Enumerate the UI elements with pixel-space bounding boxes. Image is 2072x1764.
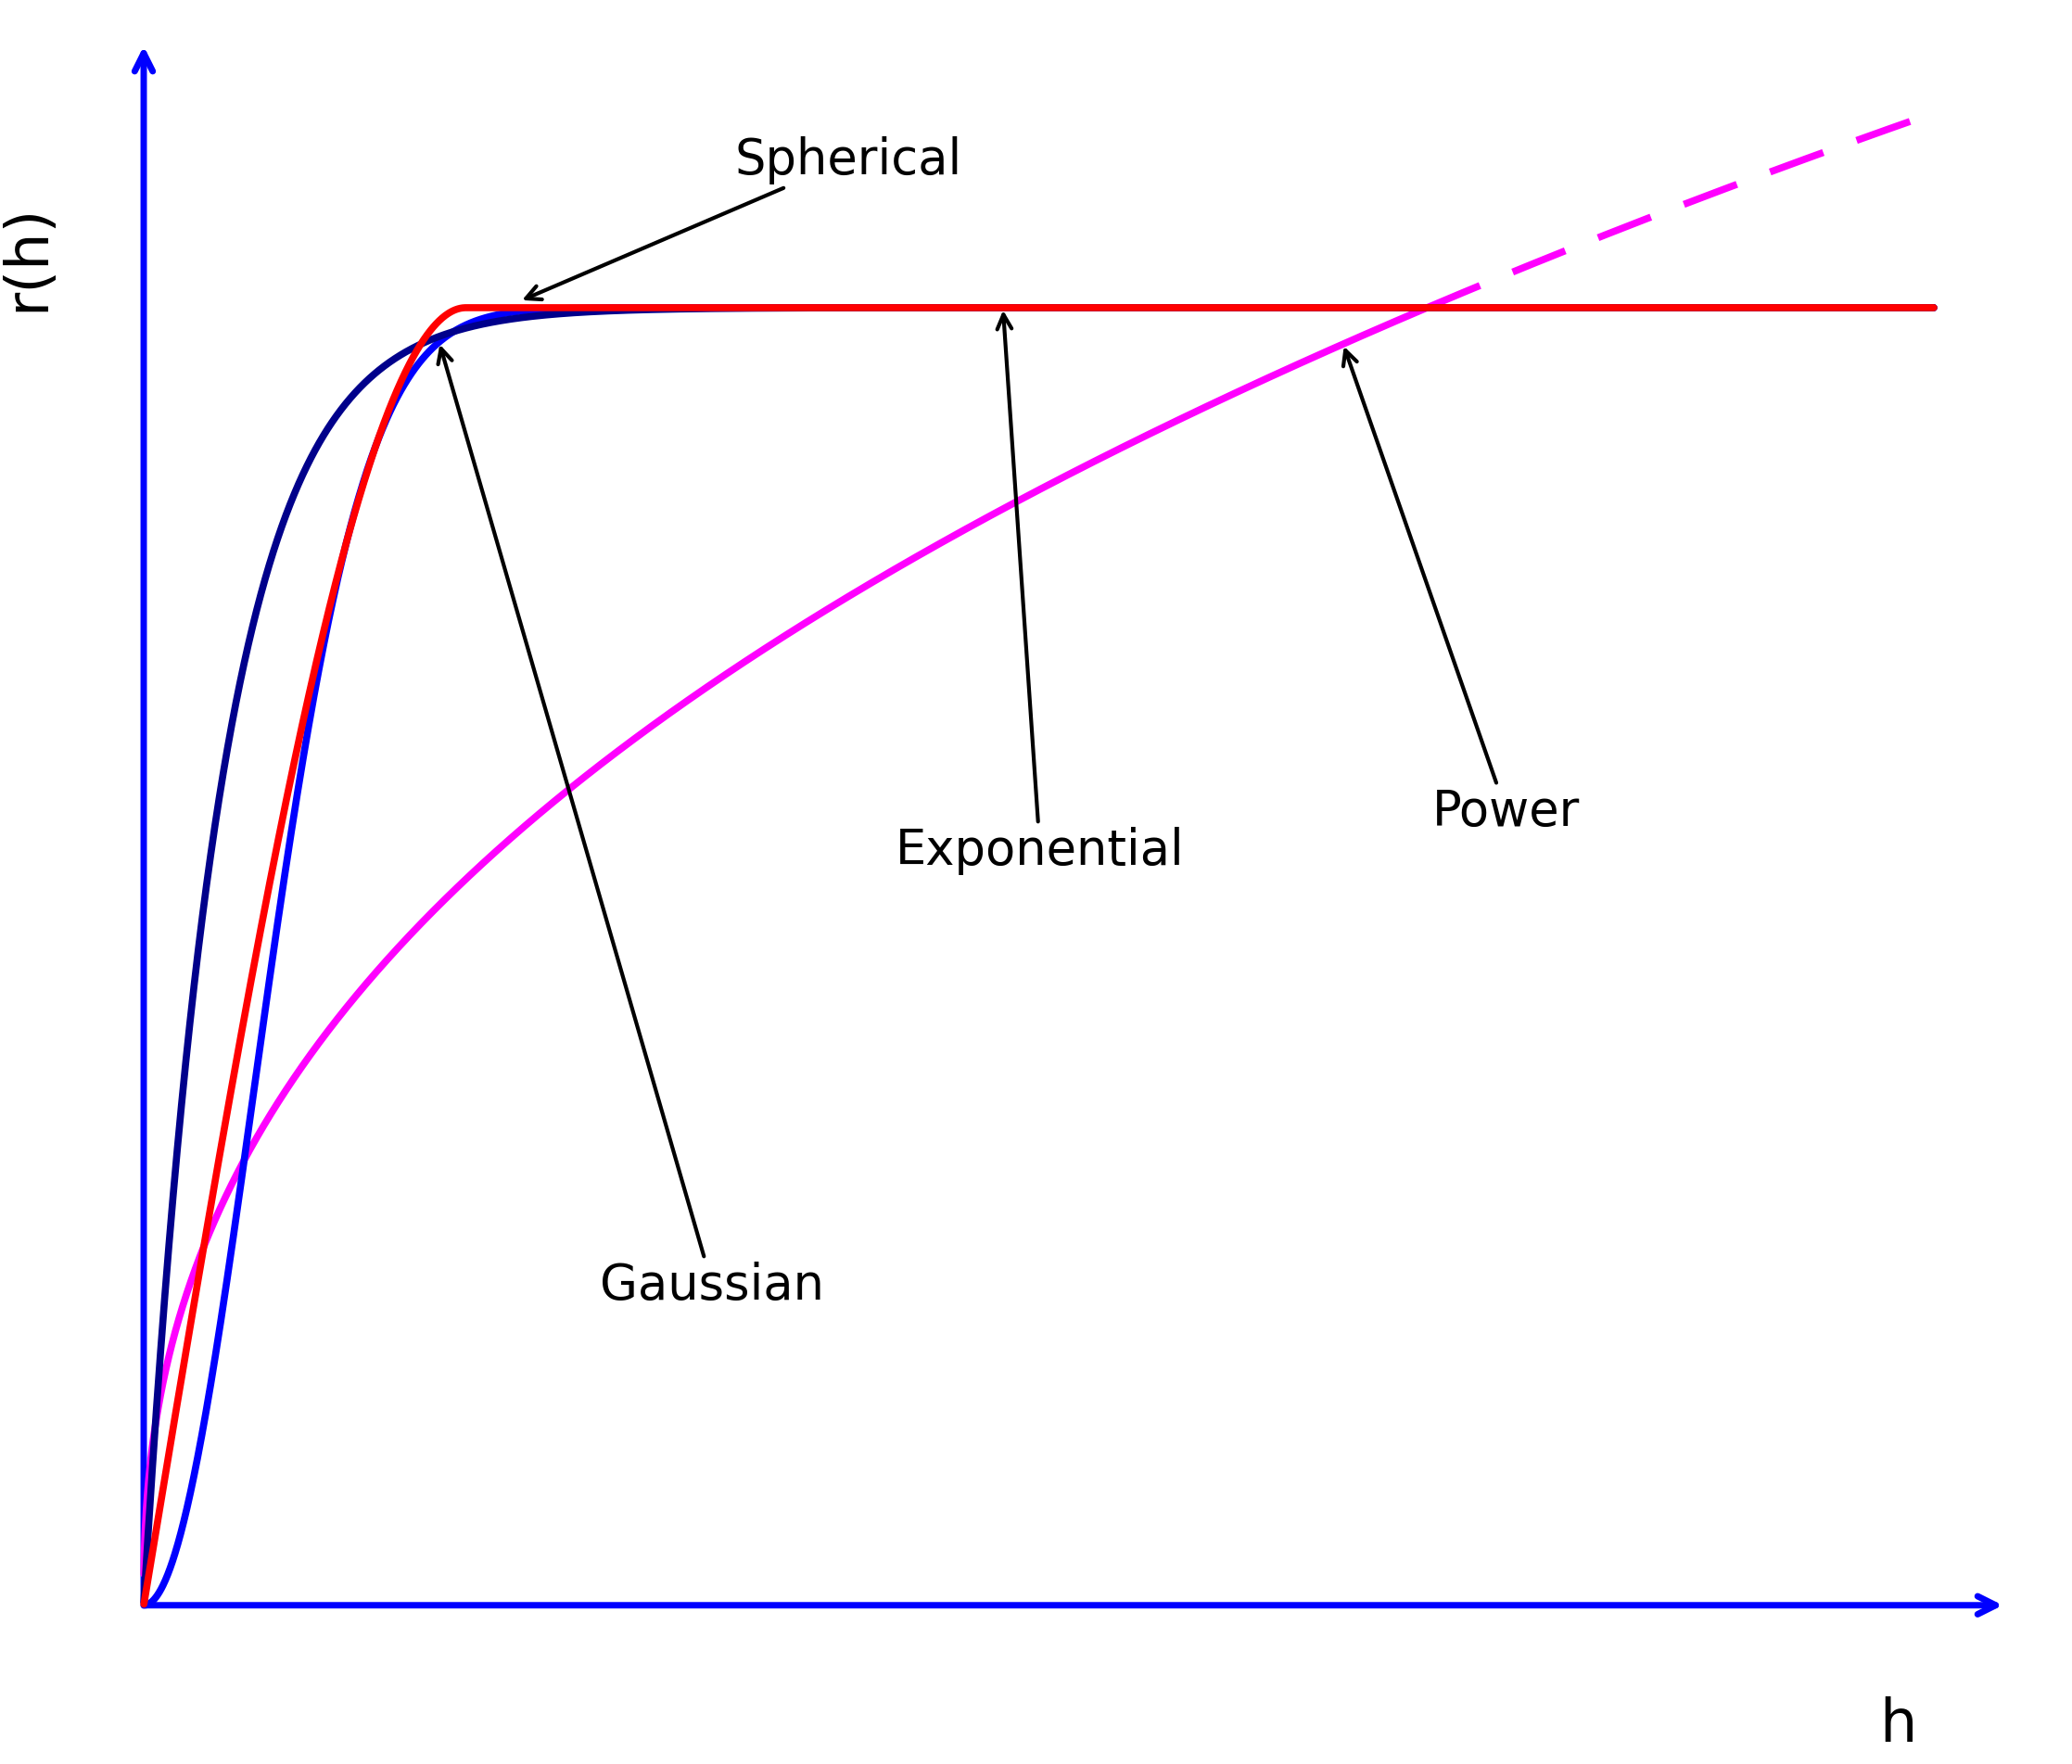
- Text: h: h: [1879, 1695, 1917, 1753]
- Text: Exponential: Exponential: [895, 314, 1185, 875]
- Text: Power: Power: [1343, 351, 1581, 836]
- Text: Spherical: Spherical: [526, 136, 961, 300]
- Text: r(h): r(h): [0, 205, 56, 312]
- Text: Gaussian: Gaussian: [437, 349, 825, 1309]
